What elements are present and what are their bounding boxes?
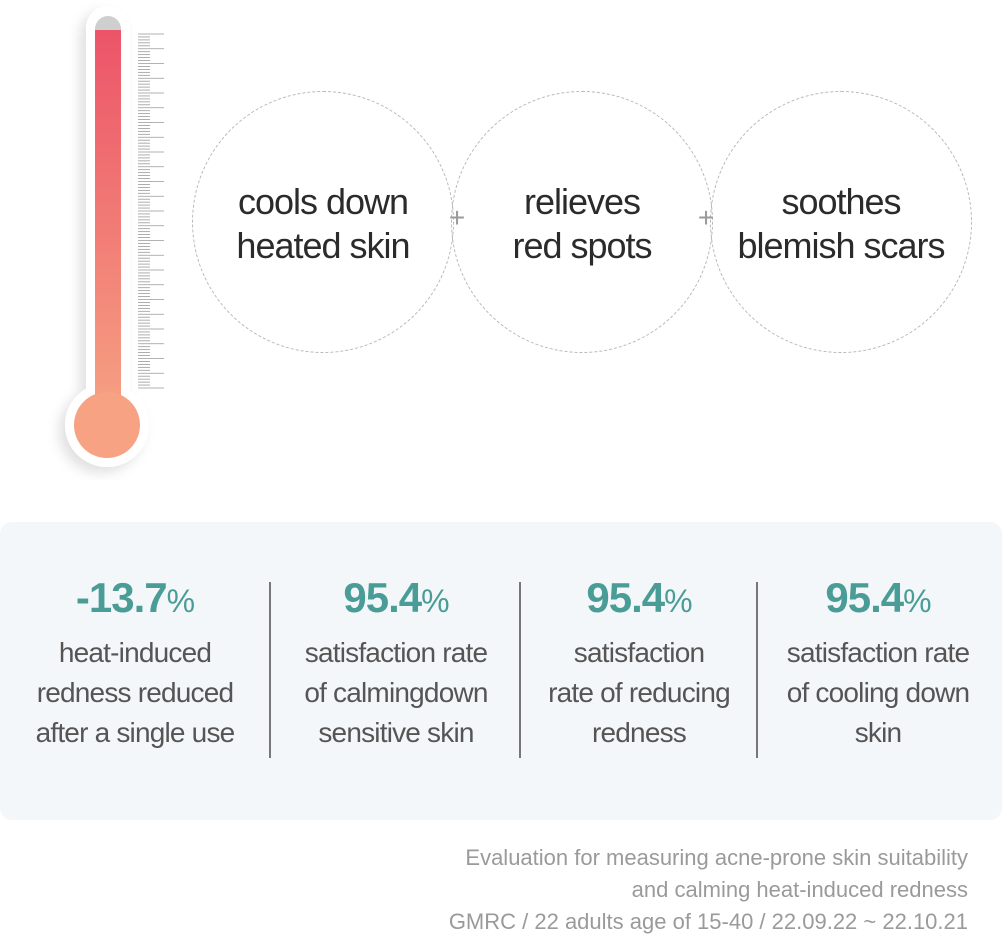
footnote: Evaluation for measuring acne-prone skin… [449, 842, 968, 938]
benefit-line: soothes [781, 181, 901, 222]
benefit-line: blemish scars [737, 225, 945, 266]
footnote-line: GMRC / 22 adults age of 15-40 / 22.09.22… [448, 909, 968, 934]
plus-icon: + [697, 202, 715, 233]
benefit-line: cools down [237, 181, 409, 222]
stat-1: -13.7% heat-induced redness reduced after … [0, 570, 270, 753]
stat-2: 95.4% satisfaction rate of calmingdown sen… [272, 570, 520, 753]
divider [519, 582, 521, 758]
stat-label: satisfaction rate of calmingdown sensitive… [304, 637, 488, 748]
stat-value: 95.4% [825, 574, 931, 621]
stat-label: satisfaction rate of cooling down skin [786, 637, 970, 748]
benefit-circle-3 [710, 91, 972, 353]
benefit-line: heated skin [236, 225, 410, 266]
stat-label: satisfaction rate of reducing redness [548, 637, 731, 748]
thermometer-scale [138, 33, 164, 389]
plus-icon: + [448, 202, 466, 233]
stat-value: 95.4% [586, 574, 692, 621]
stat-label: heat-induced redness reduced after a singl… [35, 637, 236, 748]
stat-3: 95.4% satisfaction rate of reducing rednes… [521, 570, 757, 753]
benefit-line: red spots [512, 225, 652, 266]
benefit-line: relieves [523, 181, 641, 222]
footnote-line: and calming heat-induced redness [631, 877, 968, 902]
stats-panel [0, 522, 1002, 820]
thermometer-illustration [65, 6, 164, 467]
divider [756, 582, 758, 758]
stat-value: 95.4% [343, 574, 449, 621]
benefit-text-1: cools down heated skin [193, 180, 453, 268]
stat-4: 95.4% satisfaction rate of cooling down sk… [758, 570, 998, 753]
divider [269, 582, 271, 758]
stat-value: -13.7% [75, 574, 195, 621]
benefit-text-3: soothes blemish scars [711, 180, 971, 268]
footnote-line: Evaluation for measuring acne-prone skin… [465, 845, 968, 870]
benefit-text-2: relieves red spots [452, 180, 712, 268]
